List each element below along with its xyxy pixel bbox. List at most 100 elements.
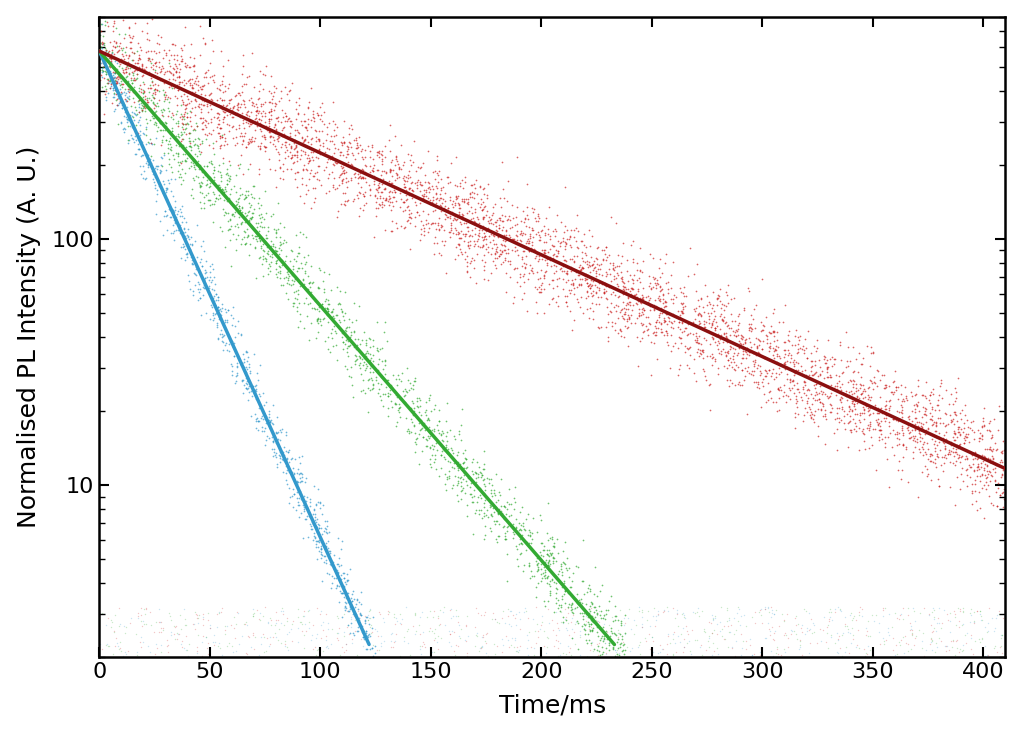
Point (120, 137, 136, 148)
Point (634, 319, 650, 331)
Point (315, 275, 332, 287)
Point (431, 619, 447, 631)
Point (335, 335, 351, 347)
Point (298, 188, 314, 200)
Point (155, 228, 171, 240)
Point (355, 188, 372, 200)
Point (341, 628, 357, 640)
Point (297, 499, 313, 511)
Point (471, 230, 487, 241)
Point (129, 650, 145, 661)
Point (162, 66, 178, 78)
Point (969, 504, 985, 516)
Point (665, 340, 681, 352)
Point (253, 217, 269, 228)
Point (703, 359, 720, 371)
Point (649, 322, 666, 334)
Point (652, 317, 669, 329)
Point (131, 49, 147, 61)
Point (900, 638, 916, 650)
Point (243, 136, 259, 148)
Point (519, 210, 536, 222)
Point (396, 396, 413, 408)
Point (923, 632, 939, 644)
Point (571, 597, 588, 608)
Point (165, 219, 181, 231)
Point (293, 476, 309, 487)
Point (213, 100, 229, 112)
Point (967, 485, 983, 497)
Point (494, 506, 510, 517)
Point (413, 424, 429, 436)
Point (356, 327, 373, 338)
Point (790, 347, 806, 359)
Point (418, 396, 434, 408)
Point (477, 244, 494, 255)
Point (431, 165, 447, 177)
Point (956, 417, 973, 429)
Point (436, 203, 453, 214)
Point (371, 181, 387, 192)
Point (113, 642, 129, 654)
Point (213, 46, 229, 57)
Point (794, 626, 810, 638)
Point (665, 297, 681, 309)
Point (109, 637, 125, 649)
Point (984, 499, 1000, 511)
Point (555, 556, 571, 568)
Point (318, 554, 335, 566)
Point (890, 464, 906, 476)
Point (632, 241, 648, 253)
Point (395, 186, 412, 198)
Point (250, 139, 266, 151)
Point (572, 277, 589, 289)
Point (424, 197, 440, 208)
Point (402, 426, 419, 438)
Point (225, 228, 242, 239)
Point (649, 647, 666, 659)
Point (287, 129, 303, 141)
Point (611, 638, 628, 650)
Point (123, 37, 139, 48)
Point (172, 168, 188, 180)
Point (918, 644, 934, 655)
Point (866, 616, 883, 628)
Point (461, 236, 477, 248)
Point (253, 413, 269, 424)
Point (136, 102, 153, 114)
Point (682, 241, 698, 253)
Point (324, 305, 340, 316)
Point (508, 523, 524, 534)
Point (466, 215, 482, 227)
Point (739, 361, 756, 373)
Point (525, 244, 542, 255)
Point (154, 106, 170, 118)
Point (553, 593, 569, 605)
Point (355, 385, 372, 396)
Point (255, 413, 271, 425)
Point (598, 280, 614, 292)
Point (338, 172, 354, 184)
Point (724, 641, 740, 653)
Point (924, 433, 940, 445)
Point (190, 84, 207, 96)
Point (237, 122, 253, 134)
Point (976, 419, 992, 431)
Point (212, 175, 228, 186)
Point (145, 112, 162, 124)
Point (967, 478, 983, 490)
Point (338, 638, 354, 650)
Point (197, 274, 213, 286)
Point (232, 218, 249, 230)
Point (286, 501, 302, 513)
Point (713, 601, 729, 613)
Point (399, 426, 416, 437)
Point (193, 146, 209, 158)
Point (544, 531, 560, 543)
Point (166, 201, 182, 213)
Point (979, 424, 995, 436)
Point (668, 646, 684, 658)
Point (610, 633, 627, 645)
Point (631, 272, 647, 284)
Point (202, 177, 218, 189)
